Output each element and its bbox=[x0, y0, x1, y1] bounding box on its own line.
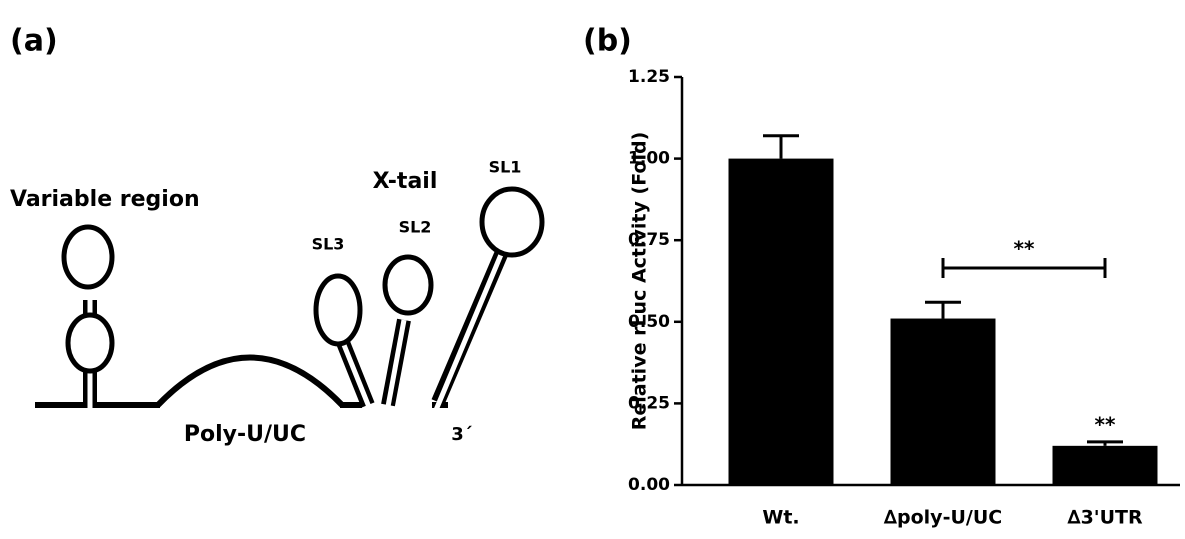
diagram-label: X-tail bbox=[373, 169, 438, 194]
error-bar bbox=[1087, 440, 1123, 446]
diagram-label: SL3 bbox=[312, 235, 345, 254]
y-tick-label: 0.50 bbox=[628, 312, 670, 332]
diagram-label: SL2 bbox=[399, 218, 432, 237]
loop bbox=[65, 312, 115, 374]
diagram-label: SL1 bbox=[489, 158, 522, 177]
x-tick-label: ∆poly-U/UC bbox=[884, 507, 1002, 529]
panel-label: (b) bbox=[583, 24, 632, 59]
y-tick-label: 1.25 bbox=[628, 67, 670, 87]
loop bbox=[313, 273, 363, 347]
bar bbox=[890, 318, 996, 485]
x-tick-label: Wt. bbox=[762, 507, 799, 529]
stem-gap bbox=[384, 319, 407, 413]
panel-label: (a) bbox=[10, 24, 58, 59]
y-tick-label: 0.00 bbox=[628, 475, 670, 495]
x-tick-label: ∆3'UTR bbox=[1067, 507, 1143, 529]
loop bbox=[479, 186, 545, 258]
error-bar bbox=[925, 300, 961, 319]
loop bbox=[382, 254, 434, 316]
diagram-label: 3´ bbox=[451, 424, 473, 445]
poly-u-arc bbox=[155, 354, 345, 408]
significance-bracket bbox=[941, 258, 1107, 278]
y-tick-label: 1.00 bbox=[628, 149, 670, 169]
annotation: ** bbox=[1014, 237, 1035, 261]
error-bar bbox=[763, 134, 799, 159]
y-tick-label: 0.25 bbox=[628, 393, 670, 413]
loop bbox=[61, 224, 115, 290]
stem-gap bbox=[339, 339, 374, 413]
stem-gap bbox=[433, 244, 508, 411]
bar bbox=[728, 158, 834, 485]
rna-diagram bbox=[35, 186, 545, 413]
y-tick-label: 0.75 bbox=[628, 230, 670, 250]
annotation: ** bbox=[1095, 412, 1116, 436]
bar bbox=[1052, 445, 1158, 485]
diagram-label: Poly-U/UC bbox=[184, 422, 306, 447]
diagram-label: Variable region bbox=[10, 187, 200, 212]
y-axis-label: Relative rLuc Activity (Fold) bbox=[629, 132, 651, 431]
